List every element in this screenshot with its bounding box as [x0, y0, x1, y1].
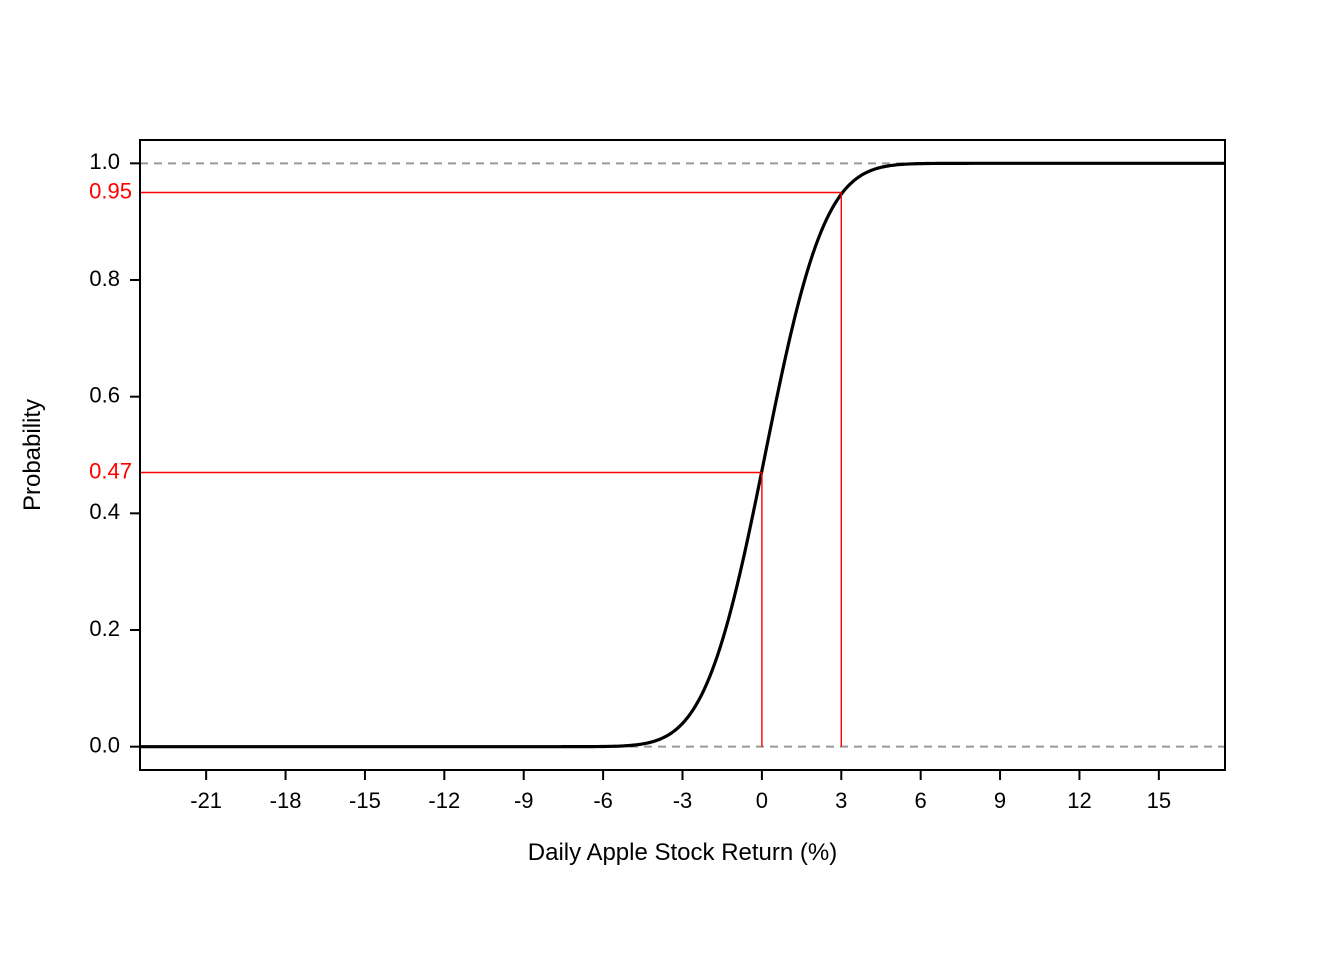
svg-text:-12: -12	[428, 788, 460, 813]
x-axis-label: Daily Apple Stock Return (%)	[528, 839, 837, 866]
svg-text:15: 15	[1147, 788, 1171, 813]
svg-text:0.4: 0.4	[89, 499, 120, 524]
svg-text:-18: -18	[270, 788, 302, 813]
cdf-chart: 0.47 0.95 -21 -18 -15 -12 -9 -6 -3 0 3 6 9 12 15 0.0 0.2…	[0, 0, 1344, 960]
svg-text:3: 3	[835, 788, 847, 813]
svg-text:0.0: 0.0	[89, 732, 120, 757]
svg-text:-3: -3	[673, 788, 693, 813]
svg-text:6: 6	[915, 788, 927, 813]
svg-text:-21: -21	[190, 788, 222, 813]
svg-text:0.2: 0.2	[89, 616, 120, 641]
reference-label: 0.95	[89, 178, 132, 203]
svg-text:9: 9	[994, 788, 1006, 813]
reference-label: 0.47	[89, 458, 132, 483]
svg-text:-6: -6	[593, 788, 613, 813]
svg-text:0.6: 0.6	[89, 382, 120, 407]
svg-text:0: 0	[756, 788, 768, 813]
svg-text:1.0: 1.0	[89, 149, 120, 174]
svg-text:-15: -15	[349, 788, 381, 813]
svg-text:0.8: 0.8	[89, 266, 120, 291]
svg-text:-9: -9	[514, 788, 534, 813]
y-axis-label: Probability	[19, 399, 46, 511]
svg-text:12: 12	[1067, 788, 1091, 813]
